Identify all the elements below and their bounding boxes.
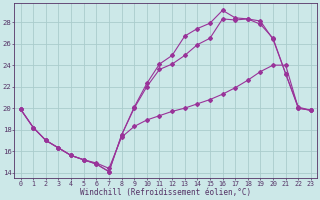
X-axis label: Windchill (Refroidissement éolien,°C): Windchill (Refroidissement éolien,°C) bbox=[80, 188, 251, 197]
